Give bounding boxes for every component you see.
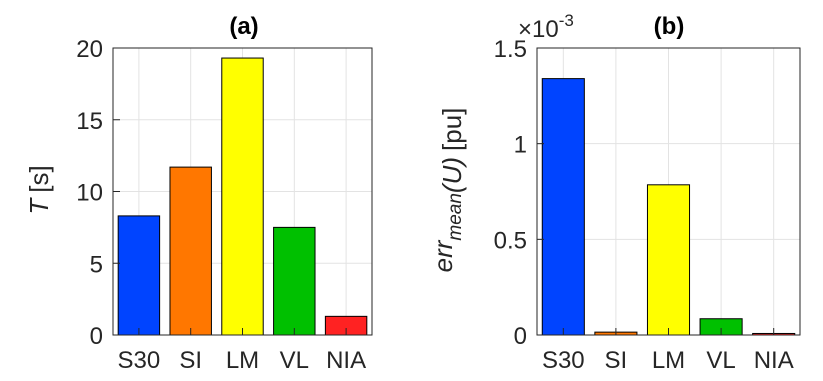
bar-si	[169, 166, 212, 336]
y-tick-label: 0	[514, 323, 527, 350]
panel-b: 0 0.5 1 1.5 S30 SI LM VL NIA (b) ×10-3 errmean(…	[428, 11, 801, 374]
x-tick-label: LM	[226, 347, 259, 374]
panel-a: 0 5 10 15 20 S30 SI LM VL NIA (a) T [s]	[24, 13, 373, 374]
x-tick-labels-b: S30 SI LM VL NIA	[542, 328, 794, 374]
exponent-label-b: ×10-3	[518, 11, 574, 43]
bar-lm	[221, 57, 264, 336]
x-tick-label: SI	[605, 347, 628, 374]
y-axis-sub-b: mean	[445, 193, 466, 241]
x-tick-label: NIA	[326, 347, 366, 374]
y-tick-labels-b: 0 0.5 1 1.5	[494, 36, 544, 350]
x-tick-label: LM	[652, 347, 685, 374]
x-tick-label: S30	[118, 347, 161, 374]
exponent-base: ×10	[518, 16, 559, 43]
x-tick-label: NIA	[754, 347, 794, 374]
x-tick-label: SI	[179, 347, 202, 374]
y-axis-label-a: T [s]	[24, 165, 54, 214]
x-tick-labels-a: S30 SI LM VL NIA	[118, 328, 366, 374]
y-tick-label: 0.5	[494, 227, 527, 254]
x-tick-label: VL	[706, 347, 735, 374]
x-tick-label: VL	[280, 347, 309, 374]
bar-vl	[273, 226, 316, 336]
bars-a	[117, 57, 368, 336]
bar-lm	[646, 184, 691, 336]
y-axis-main-b: err	[428, 239, 458, 272]
y-axis-unit-a: [s]	[24, 165, 54, 192]
y-axis-unit-b: [pu]	[437, 108, 467, 151]
y-tick-label: 5	[90, 251, 103, 278]
chart-title-b: (b)	[654, 13, 685, 40]
axes-box-b	[536, 47, 801, 336]
y-axis-label-b: errmean(U) [pu]	[428, 108, 467, 273]
y-tick-labels-a: 0 5 10 15 20	[76, 36, 120, 350]
bars-b	[541, 78, 796, 336]
axes-box-a	[112, 47, 373, 336]
chart-title-a: (a)	[229, 13, 258, 40]
y-axis-arg-text: (U)	[437, 157, 467, 193]
x-tick-label: S30	[542, 347, 585, 374]
y-tick-label: 15	[76, 108, 103, 135]
exponent-power: -3	[559, 11, 574, 30]
y-tick-label: 0	[90, 323, 103, 350]
y-tick-label: 10	[76, 180, 103, 207]
y-tick-label: 1.5	[494, 36, 527, 63]
y-tick-label: 1	[514, 132, 527, 159]
bar-s30	[117, 215, 161, 336]
y-axis-symbol-a: T	[24, 197, 54, 215]
y-tick-label: 20	[76, 36, 103, 63]
bar-s30	[541, 78, 585, 336]
